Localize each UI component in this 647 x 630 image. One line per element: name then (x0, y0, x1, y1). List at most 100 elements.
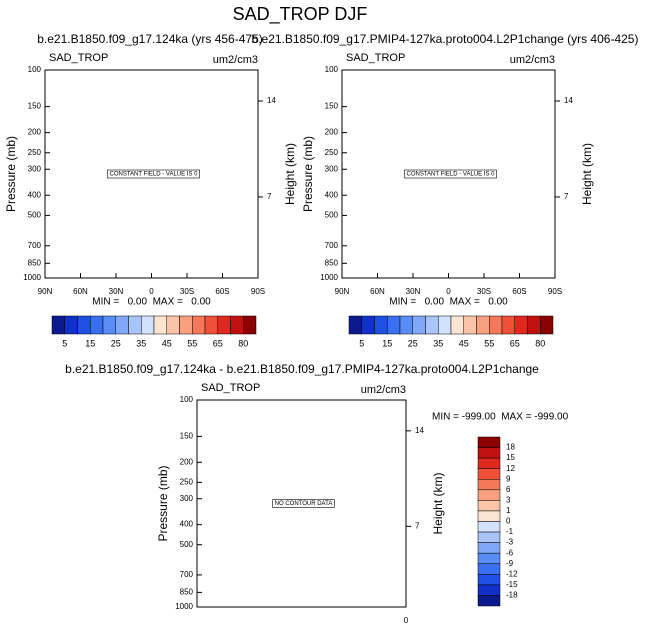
colorbar-label: 0 (506, 517, 511, 526)
x-tick-label: 90N (38, 287, 53, 296)
right-label: um2/cm3 (510, 54, 555, 66)
panel-subtitle: b.e21.B1850.f09_g17.124ka - b.e21.B1850.… (65, 362, 539, 376)
colorbar-box (477, 447, 501, 459)
min-max-stats: MIN = 0.00 MAX = 0.00 (389, 297, 508, 308)
colorbar-box (192, 315, 206, 335)
colorbar-box (128, 315, 142, 335)
message-box (107, 169, 200, 179)
colorbar-box (477, 468, 501, 480)
colorbar-box (477, 563, 501, 575)
y2-axis-label: Height (km) (580, 143, 594, 205)
colorbar-box (348, 315, 362, 335)
y-tick-label: 500 (180, 540, 194, 549)
colorbar-label: 35 (136, 338, 146, 348)
x-tick-label: 30S (477, 287, 491, 296)
colorbar-box (501, 315, 515, 335)
x-tick-label: 90S (548, 287, 562, 296)
y2-tick-label: 14 (564, 96, 573, 105)
figure-title: SAD_TROP DJF (233, 4, 368, 25)
y-tick-label: 850 (325, 258, 339, 267)
y-tick-label: 250 (28, 148, 42, 157)
y-axis-label: Pressure (mb) (4, 136, 18, 212)
y-tick-label: 100 (180, 395, 194, 404)
colorbar-label: 6 (506, 485, 511, 494)
y2-axis-label: Height (km) (283, 143, 297, 205)
colorbar-label: 25 (111, 338, 121, 348)
y2-tick-label: 14 (415, 426, 424, 435)
colorbar-box (230, 315, 244, 335)
colorbar-box (450, 315, 464, 335)
colorbar-label: 5 (62, 338, 67, 348)
right-label: um2/cm3 (361, 384, 406, 396)
colorbar-box (527, 315, 541, 335)
min-max-stats: MIN = 0.00 MAX = 0.00 (92, 297, 211, 308)
colorbar-box (115, 315, 129, 335)
colorbar-box (361, 315, 375, 335)
colorbar-box (477, 595, 501, 607)
y-axis-label: Pressure (mb) (156, 465, 170, 541)
colorbar-label: 45 (459, 338, 469, 348)
x-tick-label: 90S (251, 287, 265, 296)
y-axis-label: Pressure (mb) (301, 136, 315, 212)
y-tick-label: 500 (325, 210, 339, 219)
y-tick-label: 400 (325, 190, 339, 199)
colorbar-box (477, 574, 501, 586)
colorbar-label: 35 (433, 338, 443, 348)
colorbar-box (399, 315, 413, 335)
colorbar-label: 15 (506, 453, 515, 462)
y-tick-label: 200 (180, 457, 194, 466)
y-tick-label: 850 (180, 587, 194, 596)
y-tick-label: 700 (180, 570, 194, 579)
field-message: CONSTANT FIELD - VALUE IS 0 (406, 172, 495, 178)
colorbar-box (153, 315, 167, 335)
colorbar-box (514, 315, 528, 335)
y-tick-label: 100 (325, 65, 339, 74)
colorbar-label: -18 (506, 591, 518, 600)
colorbar-label: 80 (535, 338, 545, 348)
x-tick-label: 0 (446, 287, 451, 296)
y-tick-label: 700 (28, 241, 42, 250)
y-tick-label: 300 (28, 164, 42, 173)
colorbar-label: 65 (510, 338, 520, 348)
y-tick-label: 200 (325, 128, 339, 137)
x-tick-label: 90N (335, 287, 350, 296)
message-box (272, 499, 335, 508)
y-tick-label: 300 (180, 494, 194, 503)
x-tick-label: 60S (215, 287, 229, 296)
colorbar-label: 55 (484, 338, 494, 348)
colorbar-label: 3 (506, 495, 511, 504)
y2-tick-label: 14 (267, 96, 276, 105)
colorbar-label: 9 (506, 474, 511, 483)
colorbar-label: -3 (506, 538, 514, 547)
colorbar-box (477, 531, 501, 543)
y2-tick-label: 7 (415, 521, 420, 530)
x-tick-label: 0 (149, 287, 154, 296)
y-tick-label: 500 (28, 210, 42, 219)
colorbar-label: 1 (506, 506, 511, 515)
colorbar-box (477, 510, 501, 522)
plot-frame (196, 399, 407, 608)
panel-subtitle: b.e21.B1850.f09_g17.PMIP4-127ka.proto004… (252, 32, 639, 46)
x-tick-label: 60S (512, 287, 526, 296)
colorbar-label: 5 (359, 338, 364, 348)
colorbar-box (102, 315, 116, 335)
y2-axis-label: Height (km) (431, 472, 445, 534)
colorbar-box (463, 315, 477, 335)
colorbar-box (477, 500, 501, 512)
y-tick-label: 850 (28, 258, 42, 267)
colorbar-box (412, 315, 426, 335)
colorbar-box (425, 315, 439, 335)
colorbar-label: -15 (506, 580, 518, 589)
colorbar-box (476, 315, 490, 335)
y2-tick-label: 7 (564, 192, 569, 201)
y-tick-label: 200 (28, 128, 42, 137)
colorbar-label: 55 (187, 338, 197, 348)
colorbar-label: 65 (213, 338, 223, 348)
left-label: SAD_TROP (346, 52, 405, 64)
message-box (404, 169, 497, 179)
colorbar-label: 80 (238, 338, 248, 348)
colorbar-label: 15 (382, 338, 392, 348)
y-tick-label: 1000 (320, 273, 338, 282)
min-max-stats: MIN = -999.00 MAX = -999.00 (432, 412, 569, 423)
